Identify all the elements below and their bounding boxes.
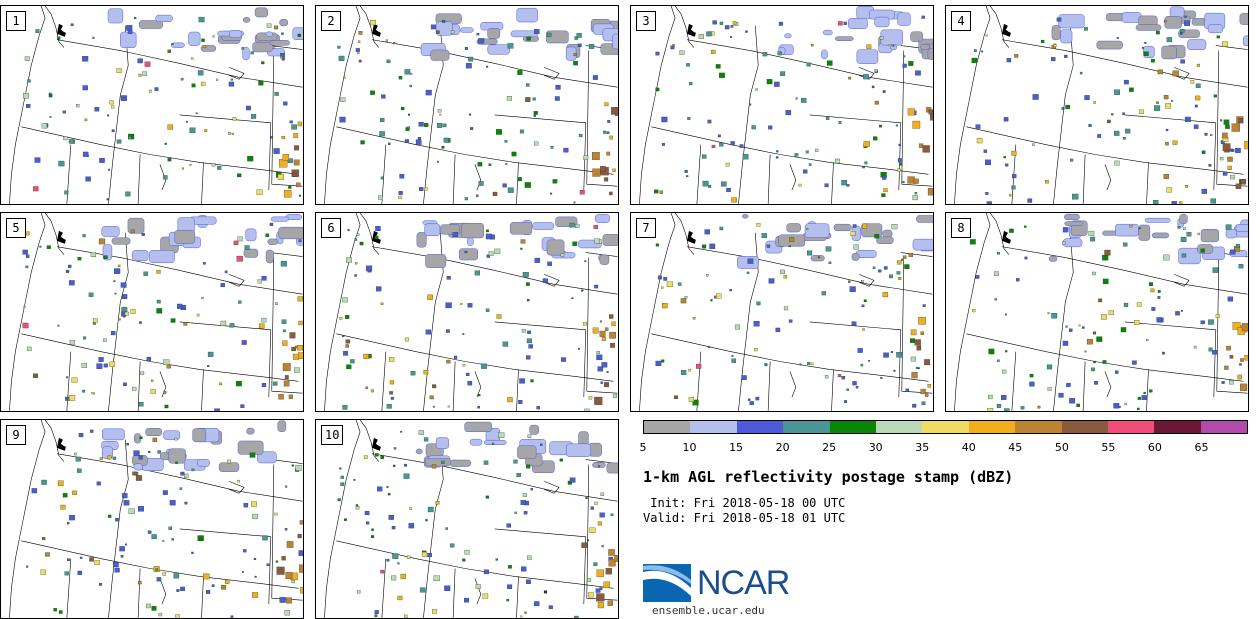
postage-stamp-10: 10 xyxy=(315,419,619,619)
colorbar-segment xyxy=(690,421,737,433)
colorbar-segment xyxy=(968,421,1016,433)
member-number: 7 xyxy=(636,218,656,238)
colorbar-tick: 55 xyxy=(1101,441,1116,454)
colorbar-tick: 25 xyxy=(822,441,837,454)
member-number: 9 xyxy=(6,425,26,445)
postage-stamp-7: 7 xyxy=(630,212,934,412)
colorbar-tick-labels: 5 10 15 20 25 30 35 40 45 50 55 60 65 xyxy=(639,441,1248,455)
postage-stamp-3: 3 xyxy=(630,5,934,205)
colorbar-segment xyxy=(829,421,876,433)
postage-stamp-1: 1 xyxy=(0,5,304,205)
colorbar-segment xyxy=(875,421,923,433)
reflectivity-map xyxy=(954,213,1248,411)
colorbar-tick: 30 xyxy=(868,441,883,454)
reflectivity-map xyxy=(324,213,618,411)
colorbar-segment xyxy=(1061,421,1108,433)
ncar-logo: NCAR xyxy=(643,562,803,604)
colorbar-tick: 45 xyxy=(1008,441,1023,454)
ncar-swoosh-icon xyxy=(643,564,691,602)
member-number: 1 xyxy=(6,11,26,31)
reflectivity-map xyxy=(9,6,303,204)
time-info: Init: Fri 2018-05-18 00 UTC Valid: Fri 2… xyxy=(643,496,845,526)
colorbar-tick: 15 xyxy=(729,441,744,454)
member-number: 8 xyxy=(951,218,971,238)
colorbar-segment xyxy=(1107,421,1155,433)
member-number: 4 xyxy=(951,11,971,31)
colorbar-tick: 40 xyxy=(961,441,976,454)
valid-time: Valid: Fri 2018-05-18 01 UTC xyxy=(643,511,846,525)
colorbar-tick: 60 xyxy=(1147,441,1162,454)
postage-stamp-8: 8 xyxy=(945,212,1249,412)
postage-stamp-5: 5 xyxy=(0,212,304,412)
colorbar-segment xyxy=(783,421,830,433)
reflectivity-map xyxy=(639,213,933,411)
init-time: Init: Fri 2018-05-18 00 UTC xyxy=(643,496,846,510)
reflectivity-map xyxy=(9,213,303,411)
figure-title: 1-km AGL reflectivity postage stamp (dBZ… xyxy=(643,468,1014,486)
reflectivity-map xyxy=(954,6,1248,204)
colorbar-segment xyxy=(644,421,691,433)
member-number: 6 xyxy=(321,218,341,238)
postage-stamp-6: 6 xyxy=(315,212,619,412)
colorbar-tick: 20 xyxy=(775,441,790,454)
colorbar-tick: 65 xyxy=(1194,441,1209,454)
member-number: 10 xyxy=(321,425,344,445)
colorbar-tick: 10 xyxy=(682,441,697,454)
reflectivity-map xyxy=(324,6,618,204)
colorbar-tick: 5 xyxy=(639,441,647,454)
member-number: 5 xyxy=(6,218,26,238)
colorbar-segment xyxy=(1154,421,1201,433)
colorbar-tick: 50 xyxy=(1054,441,1069,454)
colorbar-segment xyxy=(922,421,969,433)
reflectivity-map xyxy=(324,420,618,618)
colorbar-tick: 35 xyxy=(915,441,930,454)
colorbar-segment xyxy=(736,421,784,433)
reflectivity-map xyxy=(9,420,303,618)
member-number: 3 xyxy=(636,11,656,31)
colorbar-segment xyxy=(1200,421,1248,433)
ncar-logo-text: NCAR xyxy=(697,564,790,602)
website-url: ensemble.ucar.edu xyxy=(652,604,765,617)
postage-stamp-9: 9 xyxy=(0,419,304,619)
postage-stamp-4: 4 xyxy=(945,5,1249,205)
member-number: 2 xyxy=(321,11,341,31)
reflectivity-colorbar xyxy=(643,420,1248,434)
colorbar-segment xyxy=(1015,421,1062,433)
reflectivity-map xyxy=(639,6,933,204)
postage-stamp-2: 2 xyxy=(315,5,619,205)
